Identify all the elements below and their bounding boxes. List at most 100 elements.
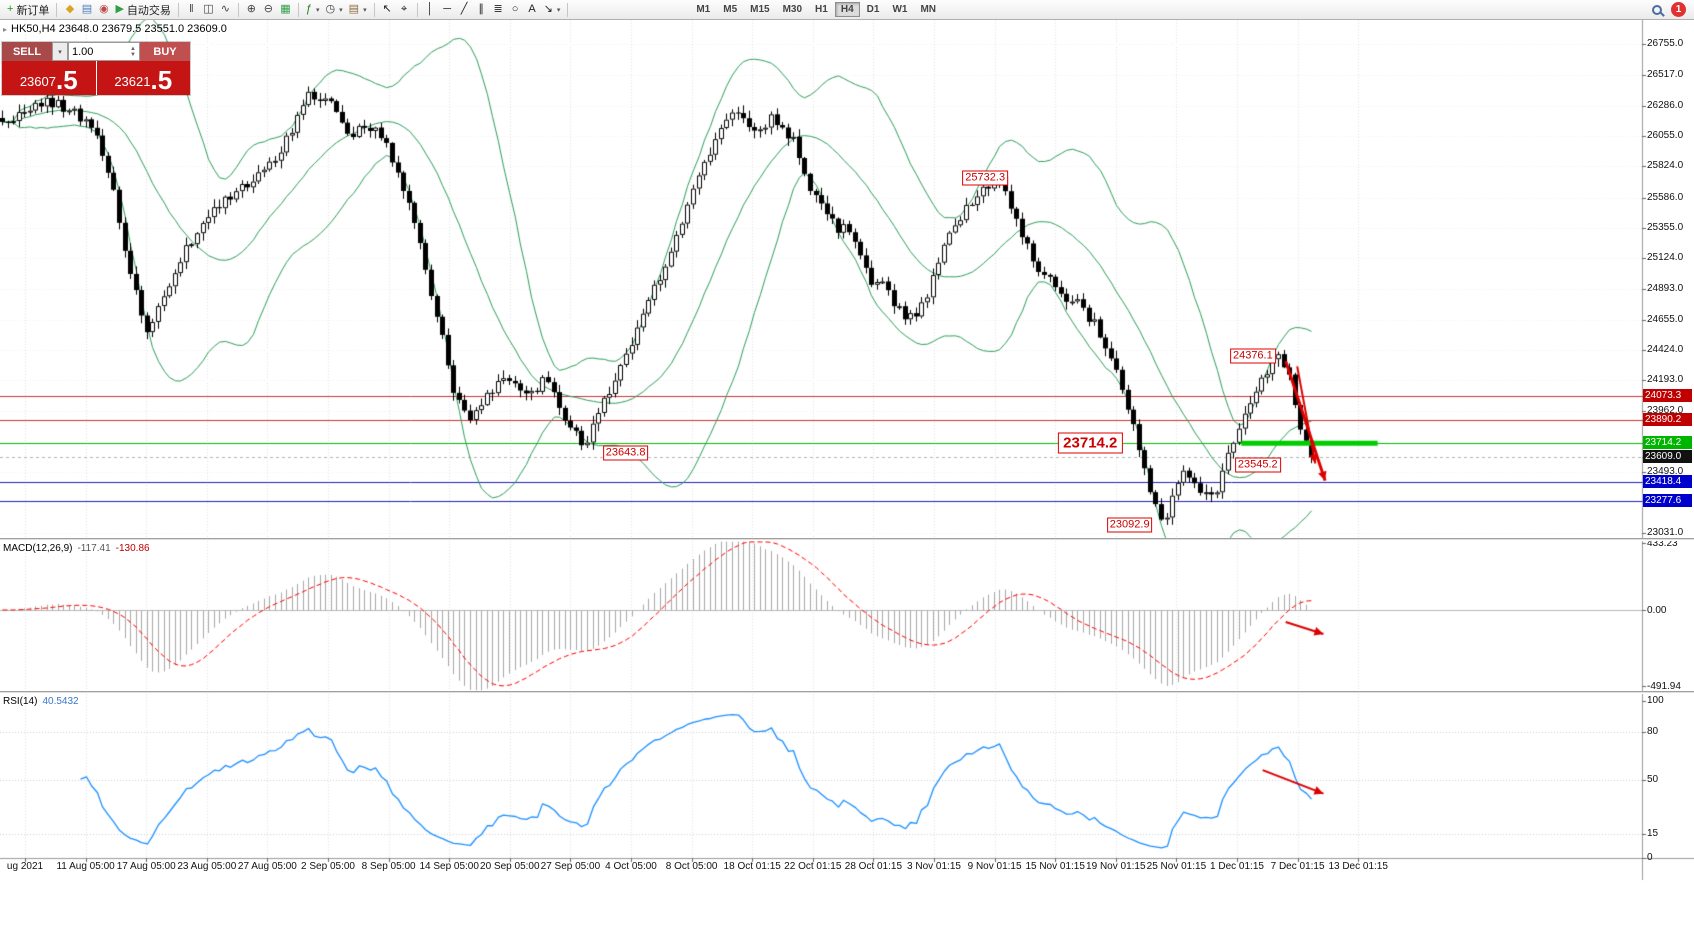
alerts-icon[interactable]: ◉ [95, 1, 112, 18]
periods-menu-icon: ◷ [325, 3, 336, 15]
market-watch-icon[interactable]: ▤ [78, 1, 95, 18]
lot-size-input[interactable]: 1.00 ▲ ▼ [68, 42, 140, 61]
alerts-icon: ◉ [99, 3, 109, 15]
line-chart-icon: ∿ [220, 3, 231, 15]
timeframe-button-h1[interactable]: H1 [815, 4, 828, 15]
timeframe-button-w1[interactable]: W1 [892, 4, 908, 15]
price-axis-label: 23031.0 [1647, 527, 1684, 538]
auto-trading-button-label: 自动交易 [126, 4, 171, 17]
buy-price-pip: .5 [150, 65, 173, 95]
macd-axis-label: -491.94 [1647, 681, 1681, 693]
search-icon[interactable] [1652, 4, 1662, 15]
time-axis-label: 13 Dec 01:15 [1328, 861, 1388, 872]
time-axis-label: 8 Sep 05:00 [361, 861, 416, 872]
rsi-indicator-label: RSI(14) 40.5432 [3, 696, 79, 707]
expert-advisors-icon[interactable]: ◆ [61, 1, 78, 18]
vertical-line-icon[interactable]: │ [422, 1, 439, 18]
crosshair-icon[interactable]: ⌖ [396, 1, 413, 18]
zoom-in-icon[interactable]: ⊕ [243, 1, 260, 18]
rsi-axis-label: 50 [1647, 773, 1659, 785]
buy-button[interactable]: BUY [140, 42, 190, 61]
arrows-icon[interactable]: ↘ ▾ [541, 1, 564, 18]
price-annotation[interactable]: 23643.8 [602, 445, 649, 461]
time-axis-label: 28 Oct 01:15 [844, 861, 903, 872]
rsi-axis-label: 15 [1647, 828, 1659, 840]
spinner-down-icon[interactable]: ▼ [130, 51, 136, 58]
toolbar-separator [177, 2, 179, 17]
spinner-up-icon[interactable]: ▲ [130, 45, 136, 52]
new-order-button[interactable]: + 新订单 [4, 1, 52, 18]
shapes-icon[interactable]: ○ [507, 1, 524, 18]
buy-price[interactable]: 23621.5 [96, 61, 190, 95]
auto-trading-button[interactable]: ▶ 自动交易 [112, 1, 173, 18]
ohlc-toggle-icon[interactable]: ▸ [3, 24, 8, 34]
tile-windows-icon: ▦ [280, 3, 291, 15]
timeframe-button-m30[interactable]: M30 [782, 4, 803, 15]
new-order-button-label: 新订单 [16, 4, 50, 17]
fibonacci-icon: ≣ [493, 3, 503, 15]
templates-menu[interactable]: ▤ ▾ [346, 1, 370, 18]
timeframe-button-m5[interactable]: M5 [723, 4, 738, 15]
timeframe-button-mn[interactable]: MN [920, 4, 936, 15]
price-annotation[interactable]: 24376.1 [1229, 348, 1276, 364]
toolbar-separator [416, 2, 418, 17]
arrows-icon: ↘ [543, 3, 553, 15]
sell-price[interactable]: 23607.5 [2, 61, 96, 95]
chevron-down-icon: ▾ [339, 6, 343, 14]
line-chart-icon[interactable]: ∿ [217, 1, 234, 18]
notification-badge[interactable]: 1 [1671, 2, 1686, 17]
candlestick-chart-icon: ◫ [203, 3, 214, 15]
expert-advisors-icon: ◆ [65, 3, 75, 15]
trendline-icon[interactable]: ╱ [456, 1, 473, 18]
lot-spinner[interactable]: ▲ ▼ [130, 46, 136, 58]
vertical-line-icon: │ [426, 3, 434, 15]
price-annotation[interactable]: 23714.2 [1058, 432, 1123, 454]
price-axis-label: 24193.0 [1647, 374, 1684, 386]
bar-chart-icon[interactable]: ‖ [183, 1, 200, 18]
panel-separator-macd[interactable] [0, 538, 1694, 541]
chevron-down-icon: ▾ [363, 6, 367, 14]
price-axis-badge: 23609.0 [1643, 450, 1692, 464]
fibonacci-icon[interactable]: ≣ [490, 1, 507, 18]
time-axis-label: 22 Oct 01:15 [784, 861, 842, 872]
templates-menu-icon: ▤ [348, 3, 360, 15]
price-axis-label: 25355.0 [1647, 221, 1684, 233]
time-axis-label: 3 Nov 01:15 [907, 861, 961, 872]
time-axis-label: 15 Nov 01:15 [1025, 861, 1085, 872]
toolbar-right-group: 1 [1652, 2, 1690, 17]
price-axis-badge: 23277.6 [1643, 493, 1692, 507]
timeframe-button-d1[interactable]: D1 [866, 4, 880, 15]
text-icon[interactable]: A [524, 1, 541, 18]
trendline-icon: ╱ [460, 3, 468, 15]
timeframe-button-m1[interactable]: M1 [696, 4, 711, 15]
horizontal-line-icon[interactable]: ─ [439, 1, 456, 18]
periods-menu[interactable]: ◷ ▾ [323, 1, 346, 18]
price-annotation[interactable]: 23545.2 [1234, 457, 1281, 473]
macd-signal-value: -130.86 [115, 543, 150, 554]
timeframe-button-h4[interactable]: H4 [834, 2, 860, 17]
tile-windows-icon[interactable]: ▦ [277, 1, 294, 18]
price-axis-label: 23962.0 [1647, 404, 1684, 416]
ohlc-text: HK50,H4 23648.0 23679.5 23551.0 23609.0 [11, 23, 227, 35]
candlestick-chart-icon[interactable]: ◫ [200, 1, 217, 18]
price-axis-badge: 23714.2 [1643, 436, 1692, 450]
price-annotation[interactable]: 25732.3 [962, 170, 1009, 186]
price-axis-badge: 23418.4 [1643, 475, 1692, 489]
bar-chart-icon: ‖ [189, 3, 194, 15]
market-watch-icon: ▤ [81, 3, 93, 15]
timeframe-button-m15[interactable]: M15 [750, 4, 770, 15]
price-axis-label: 25124.0 [1647, 252, 1684, 264]
order-type-dropdown[interactable]: ▾ [52, 42, 68, 61]
price-annotation[interactable]: 23092.9 [1106, 517, 1153, 533]
one-click-header-row: SELL ▾ 1.00 ▲ ▼ BUY [2, 42, 190, 61]
equidistant-channel-icon[interactable]: ∥ [473, 1, 490, 18]
cursor-icon[interactable]: ↖ [379, 1, 396, 18]
sell-button[interactable]: SELL [2, 42, 52, 61]
panel-separator-rsi[interactable] [0, 691, 1694, 694]
toolbar-separator [567, 2, 569, 17]
rsi-name: RSI(14) [3, 696, 38, 707]
indicators-menu[interactable]: ƒ ▾ [303, 1, 323, 18]
one-click-trading-panel: SELL ▾ 1.00 ▲ ▼ BUY 23607.5 23621.5 [2, 42, 190, 95]
zoom-out-icon[interactable]: ⊖ [260, 1, 277, 18]
